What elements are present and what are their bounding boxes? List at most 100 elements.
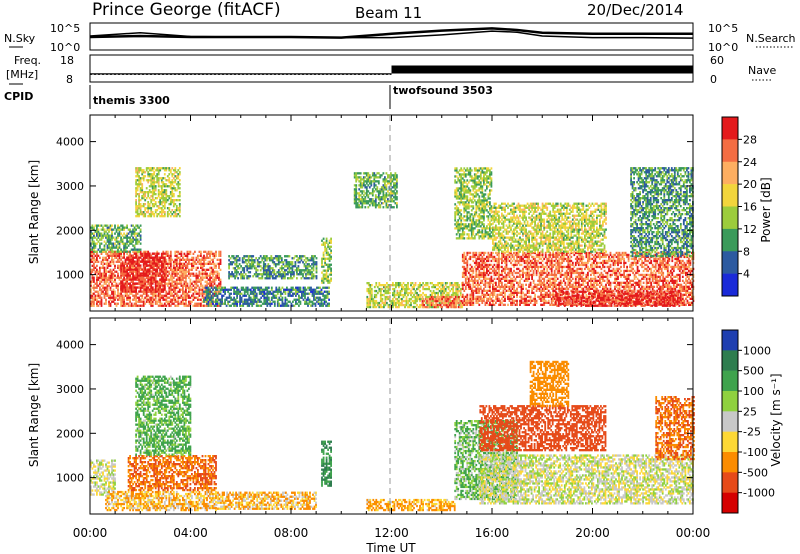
heatmap-cell [158, 195, 160, 197]
heatmap-cell [321, 293, 323, 295]
heatmap-cell [256, 303, 258, 305]
heatmap-cell [214, 263, 216, 265]
heatmap-cell [412, 292, 414, 294]
heatmap-cell [140, 169, 142, 171]
heatmap-cell [366, 188, 368, 190]
heatmap-cell [381, 188, 383, 190]
heatmap-cell [93, 235, 95, 237]
heatmap-cell [211, 251, 213, 253]
heatmap-cell [119, 231, 121, 233]
heatmap-cell [230, 257, 232, 259]
heatmap-cell [360, 182, 362, 184]
heatmap-cell [96, 303, 98, 305]
heatmap-cell [114, 265, 116, 267]
heatmap-cell [281, 277, 283, 279]
heatmap-cell [119, 245, 121, 247]
heatmap-cell [110, 303, 112, 305]
heatmap-cell [295, 261, 297, 263]
heatmap-cell [462, 294, 464, 296]
heatmap-cell [155, 297, 157, 299]
heatmap-cell [379, 206, 381, 208]
heatmap-cell [152, 282, 154, 284]
heatmap-cell [168, 207, 170, 209]
heatmap-cell [247, 291, 249, 293]
heatmap-cell [215, 251, 217, 253]
heatmap-cell [161, 213, 163, 215]
heatmap-cell [355, 180, 357, 182]
heatmap-cell [474, 266, 476, 268]
heatmap-cell [293, 271, 295, 273]
heatmap-cell [200, 289, 202, 291]
heatmap-cell [220, 261, 222, 263]
heatmap-cell [259, 299, 261, 301]
heatmap-cell [98, 285, 100, 287]
heatmap-cell [176, 265, 178, 267]
heatmap-cell [369, 204, 371, 206]
heatmap-cell [409, 288, 411, 290]
heatmap-cell [407, 282, 409, 284]
heatmap-cell [254, 259, 256, 261]
heatmap-cell [150, 209, 152, 211]
heatmap-cell [238, 289, 240, 291]
heatmap-cell [387, 198, 389, 200]
heatmap-cell [200, 265, 202, 267]
heatmap-cell [191, 283, 193, 285]
heatmap-cell [466, 262, 468, 264]
heatmap-cell [101, 303, 103, 305]
nsky-tick-bottom: 10^0 [50, 41, 80, 54]
heatmap-cell [187, 265, 189, 267]
heatmap-cell [375, 282, 377, 284]
heatmap-cell [159, 278, 161, 280]
heatmap-cell [164, 266, 166, 268]
heatmap-cell [111, 239, 113, 241]
heatmap-cell [386, 186, 388, 188]
heatmap-cell [208, 295, 210, 297]
heatmap-cell [211, 267, 213, 269]
heatmap-cell [224, 287, 226, 289]
heatmap-cell [116, 283, 118, 285]
nsearch-line [90, 28, 693, 37]
heatmap-cell [371, 294, 373, 296]
heatmap-cell [164, 276, 166, 278]
heatmap-cell [114, 227, 116, 229]
heatmap-cell [138, 233, 140, 235]
heatmap-cell [176, 261, 178, 263]
heatmap-cell [177, 273, 179, 275]
heatmap-cell [255, 257, 257, 259]
heatmap-cell [137, 293, 139, 295]
heatmap-cell [105, 283, 107, 285]
heatmap-cell [176, 255, 178, 257]
heatmap-cell [129, 229, 131, 231]
heatmap-cell [477, 302, 479, 304]
heatmap-cell [108, 283, 110, 285]
heatmap-cell [93, 301, 95, 303]
heatmap-cell [138, 175, 140, 177]
heatmap-cell [135, 199, 137, 201]
heatmap-cell [179, 195, 181, 197]
heatmap-cell [179, 289, 181, 291]
heatmap-cell [179, 215, 181, 217]
heatmap-cell [141, 280, 143, 282]
heatmap-cell [177, 287, 179, 289]
heatmap-cell [481, 282, 483, 284]
heatmap-cell [128, 272, 130, 274]
heatmap-cell [162, 209, 164, 211]
heatmap-cell [380, 290, 382, 292]
heatmap-cell [227, 291, 229, 293]
heatmap-cell [286, 299, 288, 301]
heatmap-cell [131, 278, 133, 280]
heatmap-cell [308, 263, 310, 265]
heatmap-cell [403, 296, 405, 298]
heatmap-cell [489, 284, 491, 286]
heatmap-cell [466, 298, 468, 300]
heatmap-cell [164, 280, 166, 282]
heatmap-cell [471, 278, 473, 280]
heatmap-cell [481, 292, 483, 294]
heatmap-cell [156, 209, 158, 211]
heatmap-cell [105, 273, 107, 275]
heatmap-cell [134, 247, 136, 249]
heatmap-cell [99, 243, 101, 245]
heatmap-cell [315, 289, 317, 291]
heatmap-cell [173, 193, 175, 195]
heatmap-cell [410, 304, 412, 306]
